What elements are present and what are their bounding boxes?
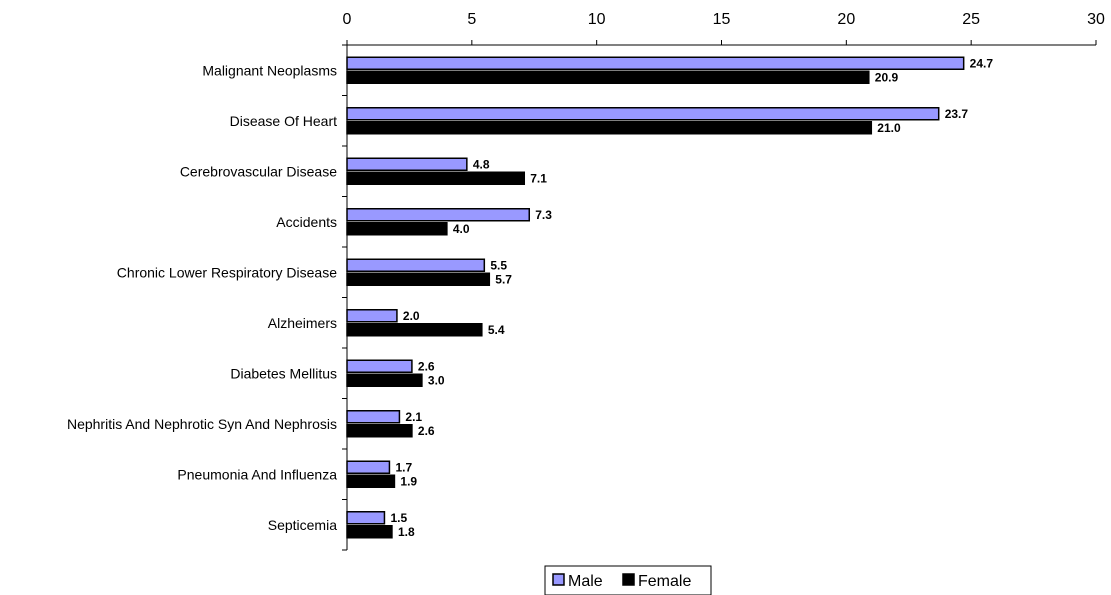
category-labels: Malignant Neoplasms Disease Of Heart Cereb… (67, 62, 337, 533)
data-label-female: 5.4 (488, 323, 505, 337)
legend-label-male: Male (568, 573, 603, 590)
data-label-female: 20.9 (875, 70, 899, 84)
data-label-female: 4.0 (453, 222, 470, 236)
data-label-male: 4.8 (473, 157, 490, 171)
x-tick-label: 30 (1087, 11, 1105, 28)
bar-female (346, 424, 413, 438)
y-axis-ticks (342, 44, 347, 551)
bar-female (346, 171, 526, 185)
category-label: Malignant Neoplasms (202, 62, 337, 78)
bar-female (346, 70, 870, 84)
data-label-male: 23.7 (945, 107, 969, 121)
x-tick-label: 5 (467, 11, 476, 28)
data-label-female: 2.6 (418, 424, 435, 438)
data-label-female: 3.0 (428, 373, 445, 387)
bar-male (346, 309, 398, 323)
data-label-male: 7.3 (535, 208, 552, 222)
x-tick-label: 25 (962, 11, 980, 28)
legend-label-female: Female (638, 573, 691, 590)
bar-male (346, 460, 391, 474)
data-label-male: 2.0 (403, 309, 420, 323)
bar-female (346, 373, 423, 387)
x-tick-label: 10 (588, 11, 606, 28)
category-label: Chronic Lower Respiratory Disease (117, 264, 337, 280)
data-label-male: 1.7 (395, 460, 412, 474)
legend: Male Female (544, 565, 712, 595)
data-label-male: 24.7 (970, 56, 994, 70)
data-label-male: 2.1 (405, 410, 422, 424)
bar-female (346, 474, 396, 488)
category-label: Septicemia (268, 517, 337, 533)
legend-swatch-male (552, 573, 565, 586)
category-label: Disease Of Heart (230, 113, 337, 129)
category-label: Cerebrovascular Disease (180, 163, 337, 179)
bar-male (346, 359, 413, 373)
category-label: Pneumonia And Influenza (177, 466, 337, 482)
bar-male (346, 511, 386, 525)
data-label-male: 1.5 (390, 511, 407, 525)
bar-female (346, 222, 448, 236)
data-label-female: 1.8 (398, 525, 415, 539)
data-label-female: 5.7 (495, 272, 512, 286)
x-axis-ticks: 0 5 10 15 20 25 30 (343, 11, 1105, 45)
bar-male (346, 258, 486, 272)
x-tick-label: 15 (713, 11, 731, 28)
bars (346, 56, 965, 539)
data-labels: 24.7 20.9 23.7 21.0 4.8 7.1 7.3 4.0 5.55.7 2.0 5.4… (390, 56, 993, 539)
category-label: Diabetes Mellitus (230, 365, 337, 381)
data-label-male: 5.5 (490, 258, 507, 272)
x-tick-label: 0 (343, 11, 352, 28)
bar-male (346, 410, 401, 424)
category-label: Alzheimers (268, 315, 337, 331)
bar-female (346, 272, 491, 286)
category-label: Nephritis And Nephrotic Syn And Nephrosi… (67, 416, 337, 432)
category-label: Accidents (276, 214, 337, 230)
data-label-female: 1.9 (400, 474, 417, 488)
bar-male (346, 107, 940, 121)
x-tick-label: 20 (837, 11, 855, 28)
bar-male (346, 56, 965, 70)
bar-male (346, 208, 531, 222)
bar-female (346, 121, 873, 135)
data-label-female: 21.0 (877, 121, 901, 135)
data-label-male: 2.6 (418, 359, 435, 373)
bar-male (346, 157, 468, 171)
bar-female (346, 525, 393, 539)
data-label-female: 7.1 (530, 171, 547, 185)
bar-female (346, 323, 483, 337)
legend-swatch-female (622, 573, 635, 586)
